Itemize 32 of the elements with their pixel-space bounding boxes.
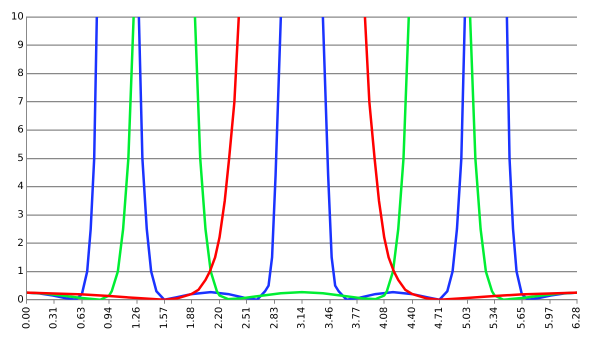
x-tick-label: 2.20 — [214, 306, 226, 329]
x-tick-label: 4.08 — [378, 306, 390, 329]
x-tick-label: 1.26 — [132, 306, 143, 329]
y-tick-label: 7 — [17, 96, 24, 108]
x-tick-label: 4.71 — [434, 306, 446, 329]
x-tick-label: 1.57 — [158, 306, 170, 329]
x-tick-label: 0.63 — [76, 306, 88, 329]
y-tick-label: 0 — [17, 294, 24, 306]
x-tick-label: 3.77 — [352, 306, 363, 329]
y-tick-label: 8 — [17, 68, 24, 80]
x-tick-label: 1.88 — [186, 306, 198, 329]
x-tick-label: 5.97 — [544, 306, 556, 329]
y-tick-label: 1 — [17, 266, 24, 278]
x-tick-label: 0.00 — [21, 306, 32, 329]
y-tick-label: 2 — [17, 238, 24, 249]
y-tick-label: 3 — [17, 210, 24, 221]
x-tick-label: 5.65 — [516, 306, 528, 329]
x-tick-label: 5.34 — [489, 306, 500, 329]
x-tick-label: 3.14 — [296, 306, 308, 329]
x-tick-label: 2.51 — [241, 306, 252, 329]
y-tick-label: 6 — [17, 124, 24, 136]
x-tick-label: 2.83 — [269, 306, 280, 329]
x-tick-label: 0.94 — [104, 306, 115, 329]
x-tick-label: 3.46 — [324, 306, 336, 329]
x-tick-label: 6.28 — [572, 306, 583, 329]
x-tick-label: 0.31 — [48, 306, 60, 329]
y-tick-label: 9 — [17, 40, 24, 51]
y-tick-label: 5 — [17, 152, 24, 164]
x-tick-label: 4.40 — [406, 306, 418, 329]
y-tick-label: 4 — [17, 181, 24, 192]
x-tick-label: 5.03 — [462, 306, 474, 329]
y-tick-label: 10 — [10, 12, 24, 23]
